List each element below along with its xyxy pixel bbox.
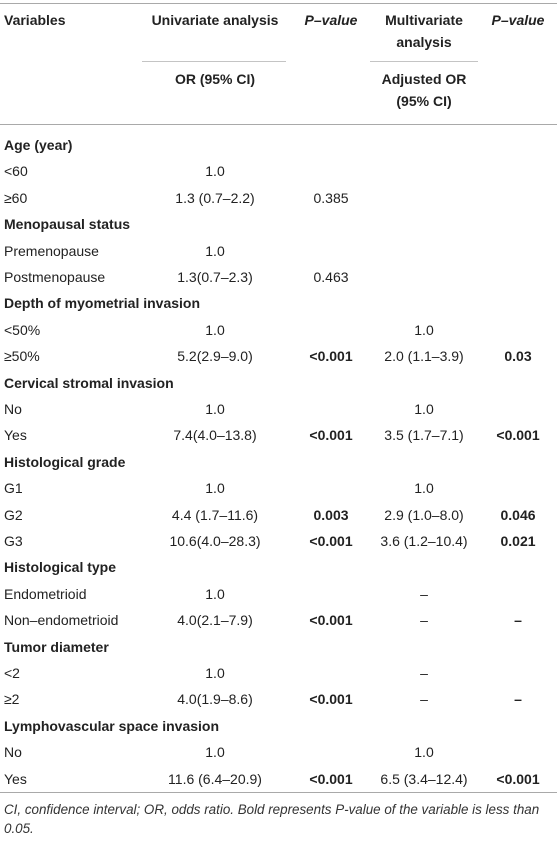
or-cell: 1.0 xyxy=(205,163,225,179)
p-value-multivariate-cell: <0.001 xyxy=(496,771,540,787)
table-footnote: CI, confidence interval; OR, odds ratio.… xyxy=(4,802,540,836)
row-label: <50% xyxy=(4,322,41,338)
p-value-multivariate-cell: 0.046 xyxy=(500,507,536,523)
p-value-multivariate-cell: 0.021 xyxy=(500,533,536,549)
section-heading: Histological grade xyxy=(4,454,126,470)
adjusted-or-cell: 1.0 xyxy=(414,480,434,496)
multivariate-subrule xyxy=(370,61,478,62)
header-or-ci: OR (95% CI) xyxy=(174,71,256,87)
section-heading: Lymphovascular space invasion xyxy=(4,718,220,734)
adjusted-or-cell: 2.0 (1.1–3.9) xyxy=(384,348,464,364)
or-cell: 1.0 xyxy=(205,322,225,338)
header-variables: Variables xyxy=(4,12,66,28)
or-cell: 7.4(4.0–13.8) xyxy=(173,427,257,443)
or-cell: 1.0 xyxy=(205,744,225,760)
bottom-rule xyxy=(0,792,557,793)
row-label: <60 xyxy=(4,163,28,179)
row-label: No xyxy=(4,744,22,760)
p-value-univariate-cell: 0.003 xyxy=(313,507,349,523)
row-label: ≥60 xyxy=(4,190,28,206)
or-cell: 5.2(2.9–9.0) xyxy=(177,348,253,364)
p-value-multivariate-cell: <0.001 xyxy=(496,427,540,443)
p-value-univariate-cell: 0.385 xyxy=(313,190,349,206)
or-cell: 1.0 xyxy=(205,665,225,681)
header-multivariate-line1: Multivariate xyxy=(385,12,463,28)
adjusted-or-cell: – xyxy=(420,612,428,628)
row-label: Non–endometrioid xyxy=(4,612,119,628)
p-value-multivariate-cell: – xyxy=(514,691,522,707)
adjusted-or-cell: 1.0 xyxy=(414,322,434,338)
header-adjusted-or-line2: (95% CI) xyxy=(396,93,452,109)
adjusted-or-cell: 1.0 xyxy=(414,401,434,417)
or-cell: 1.0 xyxy=(205,586,225,602)
section-heading: Menopausal status xyxy=(4,216,131,232)
row-label: No xyxy=(4,401,22,417)
p-value-univariate-cell: <0.001 xyxy=(309,771,353,787)
p-value-multivariate-cell: – xyxy=(514,612,522,628)
or-cell: 1.3 (0.7–2.2) xyxy=(175,190,255,206)
row-label: G3 xyxy=(4,533,23,549)
or-cell: 10.6(4.0–28.3) xyxy=(169,533,261,549)
or-cell: 4.0(1.9–8.6) xyxy=(177,691,253,707)
or-cell: 1.0 xyxy=(205,480,225,496)
adjusted-or-cell: 1.0 xyxy=(414,744,434,760)
row-label: ≥50% xyxy=(4,348,40,364)
section-heading: Cervical stromal invasion xyxy=(4,375,174,391)
row-label: Yes xyxy=(4,427,27,443)
adjusted-or-cell: – xyxy=(420,691,428,707)
or-cell: 11.6 (6.4–20.9) xyxy=(168,771,262,787)
row-label: ≥2 xyxy=(4,691,20,707)
header-p-value-univariate: P–value xyxy=(304,12,358,28)
p-value-univariate-cell: <0.001 xyxy=(309,533,353,549)
section-heading: Histological type xyxy=(4,559,117,575)
header-adjusted-or-line1: Adjusted OR xyxy=(381,71,467,87)
header-p-value-multivariate: P–value xyxy=(491,12,545,28)
adjusted-or-cell: 6.5 (3.4–12.4) xyxy=(380,771,468,787)
top-rule xyxy=(0,3,557,4)
adjusted-or-cell: 3.6 (1.2–10.4) xyxy=(380,533,468,549)
row-label: <2 xyxy=(4,665,20,681)
row-label: G1 xyxy=(4,480,23,496)
section-heading: Age (year) xyxy=(4,137,73,153)
adjusted-or-cell: 3.5 (1.7–7.1) xyxy=(384,427,464,443)
p-value-univariate-cell: <0.001 xyxy=(309,348,353,364)
row-label: Endometrioid xyxy=(4,586,87,602)
p-value-univariate-cell: <0.001 xyxy=(309,691,353,707)
header-bottom-rule xyxy=(0,124,557,125)
header-univariate: Univariate analysis xyxy=(151,12,279,28)
p-value-multivariate-cell: 0.03 xyxy=(504,348,532,364)
section-heading: Tumor diameter xyxy=(4,639,109,655)
header-multivariate-line2: analysis xyxy=(396,34,452,50)
or-cell: 1.0 xyxy=(205,401,225,417)
adjusted-or-cell: 2.9 (1.0–8.0) xyxy=(384,507,464,523)
p-value-univariate-cell: <0.001 xyxy=(309,427,353,443)
section-heading: Depth of myometrial invasion xyxy=(4,295,201,311)
or-cell: 1.3(0.7–2.3) xyxy=(177,269,253,285)
or-cell: 4.0(2.1–7.9) xyxy=(177,612,253,628)
p-value-univariate-cell: <0.001 xyxy=(309,612,353,628)
or-cell: 4.4 (1.7–11.6) xyxy=(171,507,259,523)
row-label: Premenopause xyxy=(4,243,99,259)
univariate-subrule xyxy=(142,61,286,62)
row-label: G2 xyxy=(4,507,23,523)
row-label: Yes xyxy=(4,771,27,787)
or-cell: 1.0 xyxy=(205,243,225,259)
p-value-univariate-cell: 0.463 xyxy=(313,269,349,285)
row-label: Postmenopause xyxy=(4,269,106,285)
adjusted-or-cell: – xyxy=(420,586,428,602)
adjusted-or-cell: – xyxy=(420,665,428,681)
